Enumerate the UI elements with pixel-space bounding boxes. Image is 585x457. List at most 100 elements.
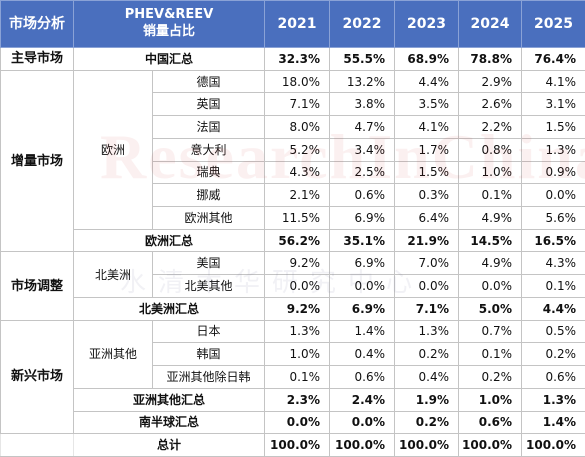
table-row-usa: 市场调整 北美洲 美国 9.2% 6.9% 7.0% 4.9% 4.3% xyxy=(0,251,585,321)
cell-value: 6.9% xyxy=(329,296,395,321)
cell-value: 0.7% xyxy=(458,319,522,344)
cell-value: 6.9% xyxy=(329,251,395,276)
row-label-norway: 挪威 xyxy=(152,183,265,208)
cell-value: 0.0% xyxy=(264,274,330,298)
row-label-germany: 德国 xyxy=(152,69,265,94)
row-label-grand-total: 总计 xyxy=(73,433,265,457)
cell-value: 0.0% xyxy=(521,183,585,208)
cell-value: 1.5% xyxy=(394,160,459,185)
table-row-japan: 新兴市场 亚洲其他 日本 1.3% 1.4% 1.3% 0.7% 0.5% xyxy=(0,319,585,435)
header-year-2022: 2022 xyxy=(329,0,395,48)
cell-value: 0.2% xyxy=(521,342,585,367)
header-share: 销量占比 xyxy=(142,24,195,39)
cell-value: 0.1% xyxy=(264,365,330,389)
cell-value: 0.4% xyxy=(394,365,459,389)
table-row-asia-other-ex-jk: 亚洲其他除日韩 0.1% 0.6% 0.4% 0.2% 0.6% xyxy=(1,365,585,389)
cell-value: 1.3% xyxy=(264,319,330,344)
cell-value: 4.1% xyxy=(521,69,585,94)
group-emerging-market: 新兴市场 xyxy=(0,319,74,435)
table-row-korea: 韩国 1.0% 0.4% 0.2% 0.1% 0.2% xyxy=(1,342,585,367)
row-label-asia-other-ex-jk: 亚洲其他除日韩 xyxy=(152,365,265,389)
cell-value: 13.2% xyxy=(329,69,395,94)
header-phev-reev: PHEV&REEV xyxy=(124,7,214,23)
header-year-2023: 2023 xyxy=(394,0,459,48)
row-label-sweden: 瑞典 xyxy=(152,160,265,185)
cell-value: 4.3% xyxy=(264,160,330,185)
cell-value: 0.0% xyxy=(329,410,395,435)
cell-value: 1.0% xyxy=(458,160,522,185)
row-label-europe-total: 欧洲汇总 xyxy=(73,228,265,253)
cell-value: 1.4% xyxy=(329,319,395,344)
table-row-south-total: 南半球汇总 0.0% 0.0% 0.2% 0.6% 1.4% xyxy=(1,410,585,435)
table-row-asia-other-total: 亚洲其他汇总 2.3% 2.4% 1.9% 1.0% 1.3% xyxy=(1,387,585,412)
header-row: 市场分析 PHEV&REEV 销量占比 2021 2022 2023 2024 … xyxy=(0,0,585,48)
cell-value: 1.0% xyxy=(264,342,330,367)
cell-value: 78.8% xyxy=(458,47,522,71)
cell-value: 0.0% xyxy=(458,274,522,298)
cell-value: 0.5% xyxy=(521,319,585,344)
cell-value: 4.4% xyxy=(521,296,585,321)
row-label-europe-other: 欧洲其他 xyxy=(152,206,265,230)
cell-value: 0.6% xyxy=(458,410,522,435)
cell-value: 5.2% xyxy=(264,137,330,162)
cell-value: 2.5% xyxy=(329,160,395,185)
row-label-usa: 美国 xyxy=(152,251,265,276)
cell-value: 32.3% xyxy=(264,47,330,71)
cell-value: 0.9% xyxy=(521,160,585,185)
cell-value: 0.1% xyxy=(458,342,522,367)
cell-value: 1.0% xyxy=(458,387,522,412)
table-row-uk: 英国 7.1% 3.8% 3.5% 2.6% 3.1% xyxy=(1,92,585,117)
header-market-analysis: 市场分析 xyxy=(0,0,74,48)
cell-value: 0.6% xyxy=(521,365,585,389)
header-year-2025: 2025 xyxy=(521,0,585,48)
cell-value: 7.0% xyxy=(394,251,459,276)
row-label-china-total: 中国汇总 xyxy=(73,47,265,71)
cell-value: 0.1% xyxy=(521,274,585,298)
cell-value: 68.9% xyxy=(394,47,459,71)
cell-value: 3.4% xyxy=(329,137,395,162)
cell-value: 4.9% xyxy=(458,206,522,230)
table-row-na-total: 北美洲汇总 9.2% 6.9% 7.1% 5.0% 4.4% xyxy=(1,296,585,321)
header-year-2024: 2024 xyxy=(458,0,522,48)
row-label-france: 法国 xyxy=(152,115,265,139)
cell-value: 0.0% xyxy=(394,274,459,298)
subgroup-asia-other: 亚洲其他 xyxy=(73,319,153,389)
cell-value: 11.5% xyxy=(264,206,330,230)
cell-value: 14.5% xyxy=(458,228,522,253)
row-label-uk: 英国 xyxy=(152,92,265,117)
row-label-korea: 韩国 xyxy=(152,342,265,367)
cell-value: 0.6% xyxy=(329,365,395,389)
subgroup-north-america: 北美洲 xyxy=(73,251,153,298)
cell-value: 2.6% xyxy=(458,92,522,117)
cell-value: 4.3% xyxy=(521,251,585,276)
cell-value: 5.6% xyxy=(521,206,585,230)
row-label-na-other: 北美其他 xyxy=(152,274,265,298)
cell-value: 4.9% xyxy=(458,251,522,276)
cell-value: 1.7% xyxy=(394,137,459,162)
row-label-asia-other-total: 亚洲其他汇总 xyxy=(73,387,265,412)
group-adjust-market: 市场调整 xyxy=(0,251,74,321)
cell-value: 4.4% xyxy=(394,69,459,94)
table-row-grand-total: 总计 100.0% 100.0% 100.0% 100.0% 100.0% xyxy=(0,433,585,457)
cell-value: 0.0% xyxy=(264,410,330,435)
cell-value: 5.0% xyxy=(458,296,522,321)
table-row-europe-total: 欧洲汇总 56.2% 35.1% 21.9% 14.5% 16.5% xyxy=(1,228,585,253)
cell-value: 55.5% xyxy=(329,47,395,71)
table-row-germany: 增量市场 欧洲 德国 18.0% 13.2% 4.4% 2.9% 4.1% xyxy=(0,69,585,253)
cell-value: 6.9% xyxy=(329,206,395,230)
cell-value: 9.2% xyxy=(264,296,330,321)
cell-value: 6.4% xyxy=(394,206,459,230)
cell-value: 3.8% xyxy=(329,92,395,117)
cell-value: 1.3% xyxy=(394,319,459,344)
cell-value: 2.1% xyxy=(264,183,330,208)
group-main-market: 主导市场 xyxy=(0,47,74,71)
group-growth-market: 增量市场 xyxy=(0,69,74,253)
cell-value: 56.2% xyxy=(264,228,330,253)
cell-value: 2.3% xyxy=(264,387,330,412)
subgroup-europe: 欧洲 xyxy=(73,69,153,230)
cell-value: 100.0% xyxy=(521,433,585,457)
blank-cell xyxy=(0,433,74,457)
cell-value: 1.3% xyxy=(521,387,585,412)
cell-value: 100.0% xyxy=(264,433,330,457)
cell-value: 0.2% xyxy=(458,365,522,389)
